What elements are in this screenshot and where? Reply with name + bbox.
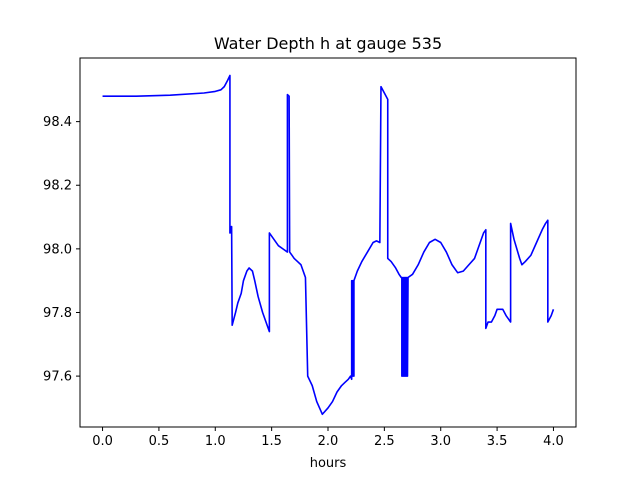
y-axis: 97.6 97.8 98.0 98.2 98.4 [43, 115, 80, 385]
y-tick-label: 98.0 [43, 242, 72, 257]
y-tick-label: 97.6 [43, 370, 72, 385]
series-line [102, 74, 555, 416]
x-axis: 0.0 0.5 1.0 1.5 2.0 2.5 3.0 3.5 4.0 [92, 427, 564, 449]
x-tick-label: 2.5 [374, 434, 395, 449]
x-tick-label: 1.0 [205, 434, 226, 449]
x-tick-label: 2.0 [318, 434, 339, 449]
x-tick-label: 0.0 [92, 434, 113, 449]
x-tick-label: 3.5 [487, 434, 508, 449]
x-tick-label: 1.5 [261, 434, 282, 449]
x-axis-label: hours [310, 456, 347, 471]
x-tick-label: 4.0 [543, 434, 564, 449]
plot-area [79, 57, 577, 428]
chart-title: Water Depth h at gauge 535 [214, 34, 442, 53]
y-tick-label: 98.2 [43, 179, 72, 194]
x-tick-label: 0.5 [149, 434, 170, 449]
axes-frame [79, 57, 577, 428]
y-tick-label: 98.4 [43, 115, 72, 130]
x-tick-label: 3.0 [430, 434, 451, 449]
y-tick-label: 97.8 [43, 306, 72, 321]
